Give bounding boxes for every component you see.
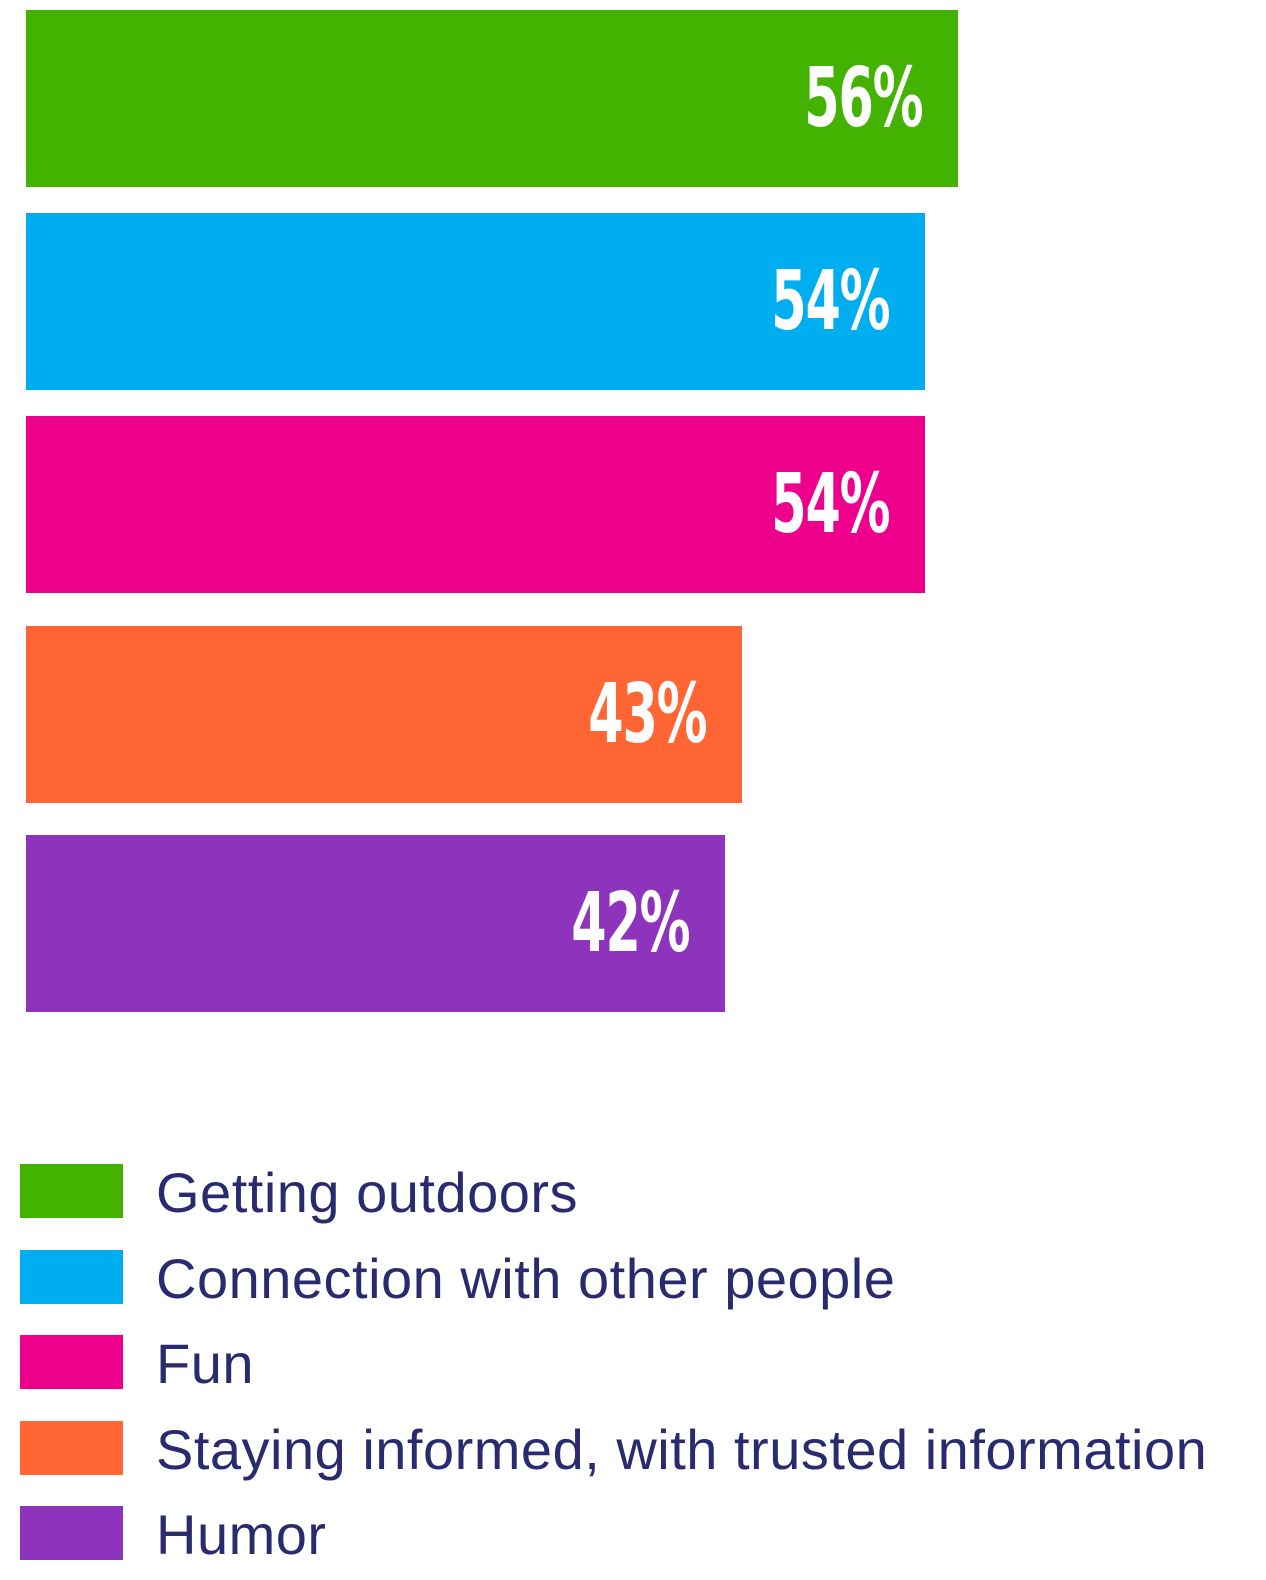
legend-item: Humor xyxy=(20,1494,1260,1580)
legend-swatch xyxy=(20,1164,123,1218)
legend-label: Staying informed, with trusted informati… xyxy=(156,1417,1208,1481)
legend-swatch xyxy=(20,1249,123,1304)
bar-chart: 56% 54% 54% 43% 42% xyxy=(26,10,958,1012)
legend-label: Getting outdoors xyxy=(156,1161,579,1224)
legend-swatch xyxy=(20,1506,123,1560)
legend: Getting outdoors Connection with other pe… xyxy=(20,1152,1260,1580)
legend-swatch xyxy=(20,1420,123,1475)
legend-item: Getting outdoors xyxy=(20,1152,1260,1238)
bar-4: 43% xyxy=(26,626,742,803)
legend-label: Connection with other people xyxy=(156,1246,896,1310)
legend-item: Fun xyxy=(20,1323,1260,1409)
bar-value-label: 56% xyxy=(804,50,923,146)
bar-1: 56% xyxy=(26,10,958,187)
bar-3: 54% xyxy=(26,416,925,593)
legend-item: Connection with other people xyxy=(20,1238,1260,1324)
bar-value-label: 54% xyxy=(771,253,890,349)
bar-2: 54% xyxy=(26,213,925,390)
bar-value-label: 43% xyxy=(588,666,707,762)
legend-item: Staying informed, with trusted informati… xyxy=(20,1409,1260,1495)
bar-value-label: 54% xyxy=(771,456,890,552)
bar-5: 42% xyxy=(26,835,725,1012)
bar-value-label: 42% xyxy=(571,875,690,971)
legend-label: Humor xyxy=(156,1503,327,1566)
legend-swatch xyxy=(20,1335,123,1389)
legend-label: Fun xyxy=(156,1332,254,1395)
